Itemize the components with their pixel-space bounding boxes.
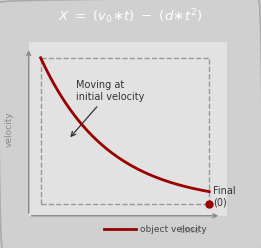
Text: $X\ =\ (v_0 \!\ast\! t)\ -\ (d \!\ast\! t^2)$: $X\ =\ (v_0 \!\ast\! t)\ -\ (d \!\ast\! … [58,7,203,26]
Text: time: time [180,226,200,235]
Text: Moving at
initial velocity: Moving at initial velocity [71,80,145,136]
Text: object velocity: object velocity [140,225,206,234]
Text: velocity: velocity [4,111,13,147]
Text: Final
(0): Final (0) [213,186,236,208]
